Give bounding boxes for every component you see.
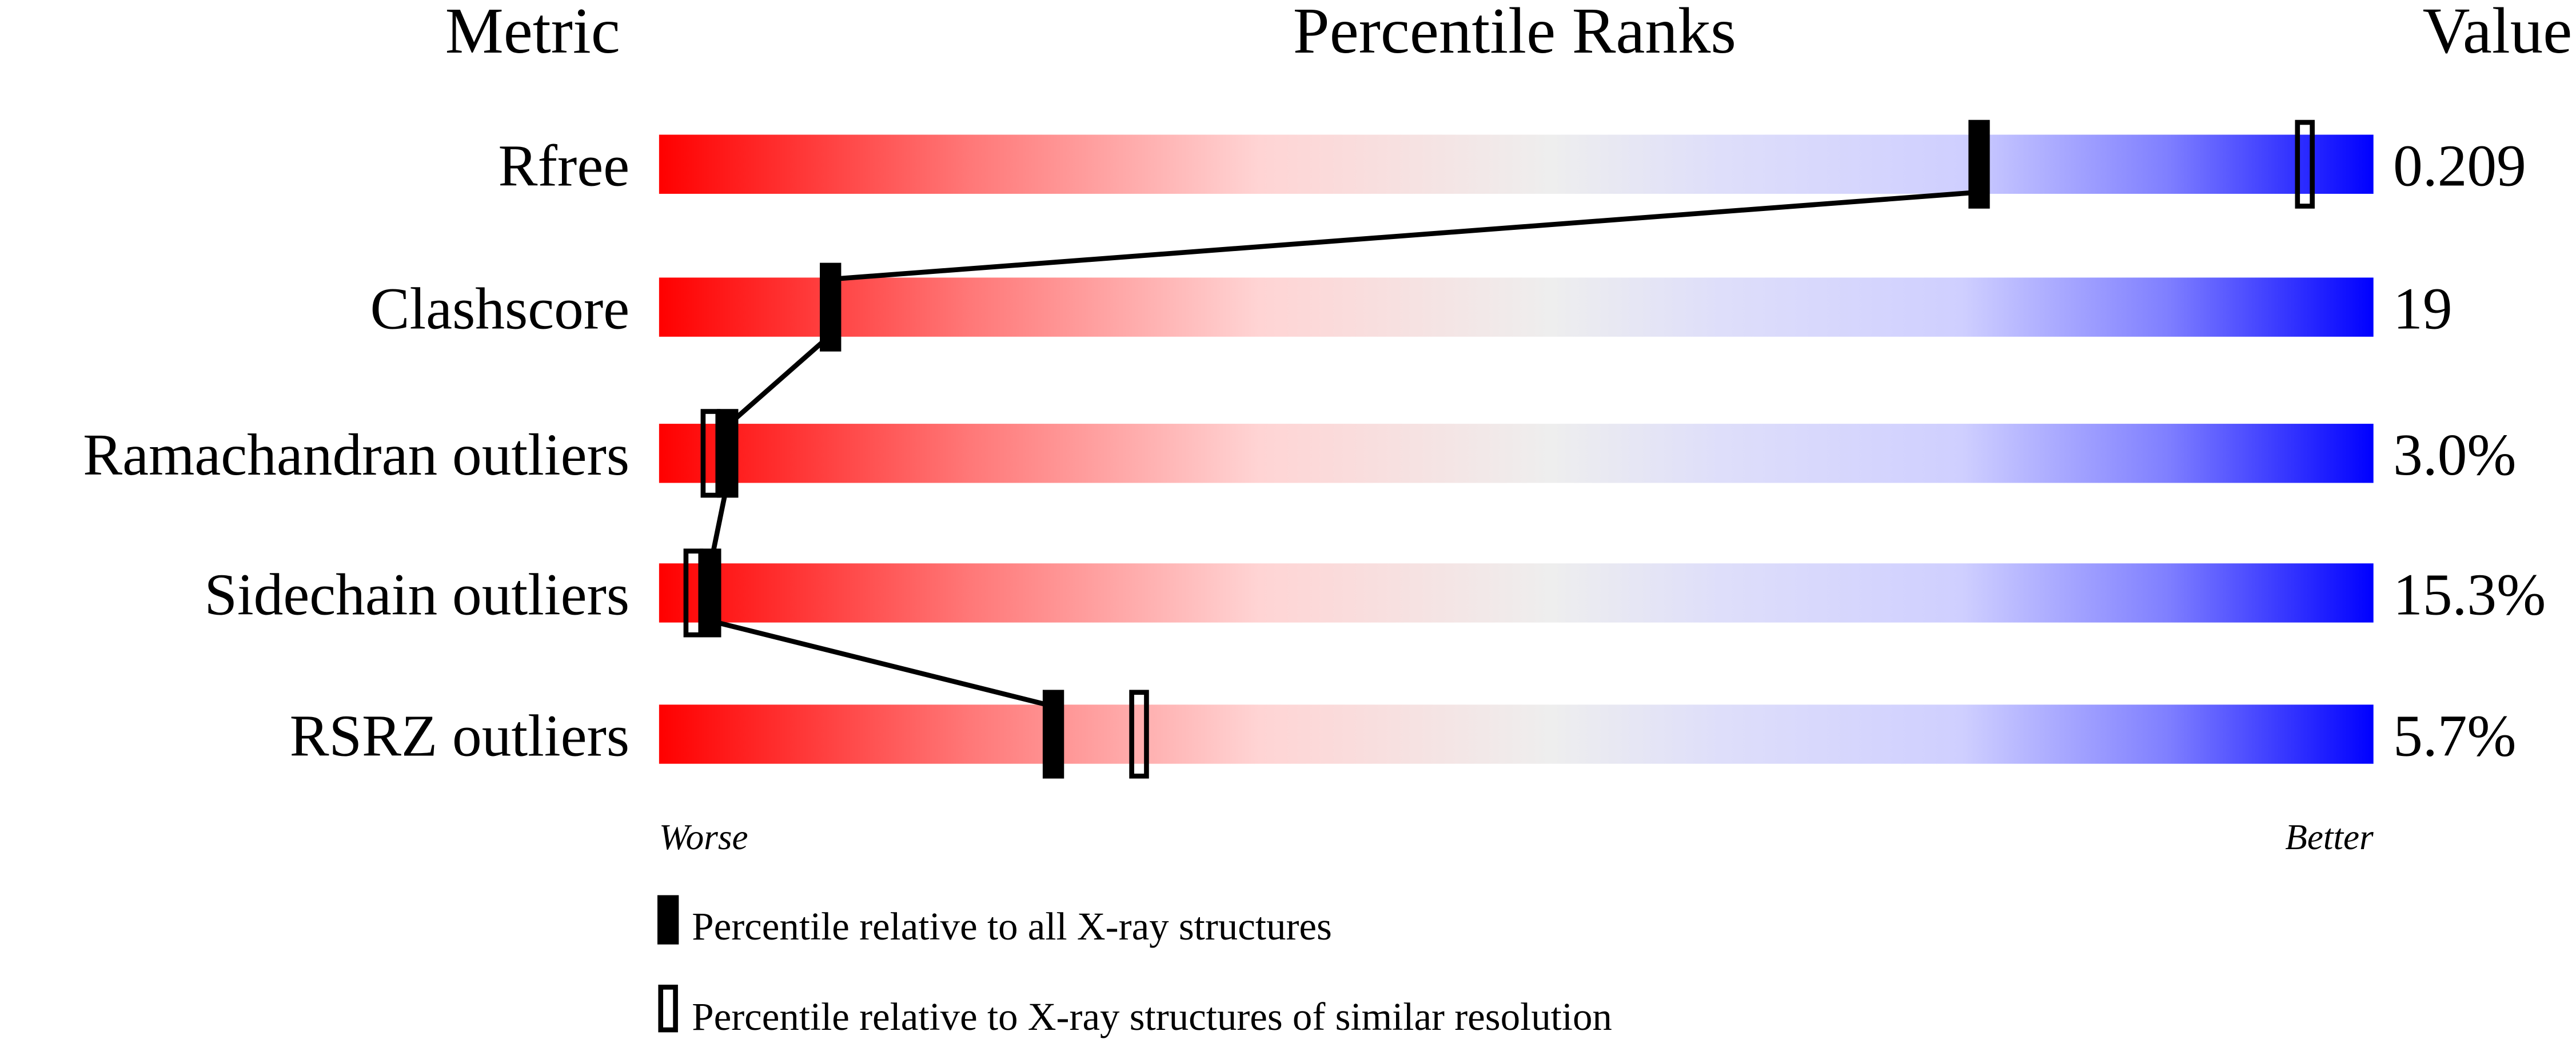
percentile-bar — [659, 424, 2374, 483]
connector-line — [830, 189, 1980, 282]
metric-label: Ramachandran outliers — [83, 423, 629, 488]
metric-value: 5.7% — [2393, 703, 2516, 769]
better-label: Better — [2285, 817, 2374, 857]
metric-label: Sidechain outliers — [204, 562, 629, 627]
legend-similar-label: Percentile relative to X-ray structures … — [692, 995, 1612, 1038]
percentile-bar — [659, 277, 2374, 337]
connector-line — [725, 333, 832, 428]
metric-label: Clashscore — [370, 276, 629, 341]
metric-value: 15.3% — [2393, 562, 2546, 627]
connector-line — [709, 618, 1054, 709]
metric-label: Rfree — [499, 134, 630, 199]
percentile-bar — [659, 704, 2374, 764]
metric-value: 3.0% — [2393, 423, 2516, 488]
header-value: Value — [2423, 0, 2573, 67]
metric-label: RSRZ outliers — [290, 703, 630, 769]
header-percentile-ranks: Percentile Ranks — [1293, 0, 1736, 67]
marker-all-structures — [700, 548, 721, 638]
marker-all-structures — [820, 262, 842, 352]
legend-similar-swatch — [658, 985, 678, 1033]
percentile-bar — [659, 134, 2374, 194]
marker-all-structures — [1968, 120, 1990, 209]
worse-label: Worse — [659, 817, 748, 857]
percentile-bar — [659, 563, 2374, 623]
legend-all-label: Percentile relative to all X-ray structu… — [692, 905, 1332, 948]
legend-all-swatch — [657, 895, 679, 945]
marker-similar-resolution — [2295, 120, 2315, 209]
metric-value: 19 — [2393, 276, 2452, 341]
marker-all-structures — [1042, 690, 1064, 779]
metric-value: 0.209 — [2393, 134, 2526, 199]
marker-all-structures — [717, 409, 739, 498]
header-metric: Metric — [445, 0, 620, 67]
marker-similar-resolution — [1129, 690, 1149, 779]
